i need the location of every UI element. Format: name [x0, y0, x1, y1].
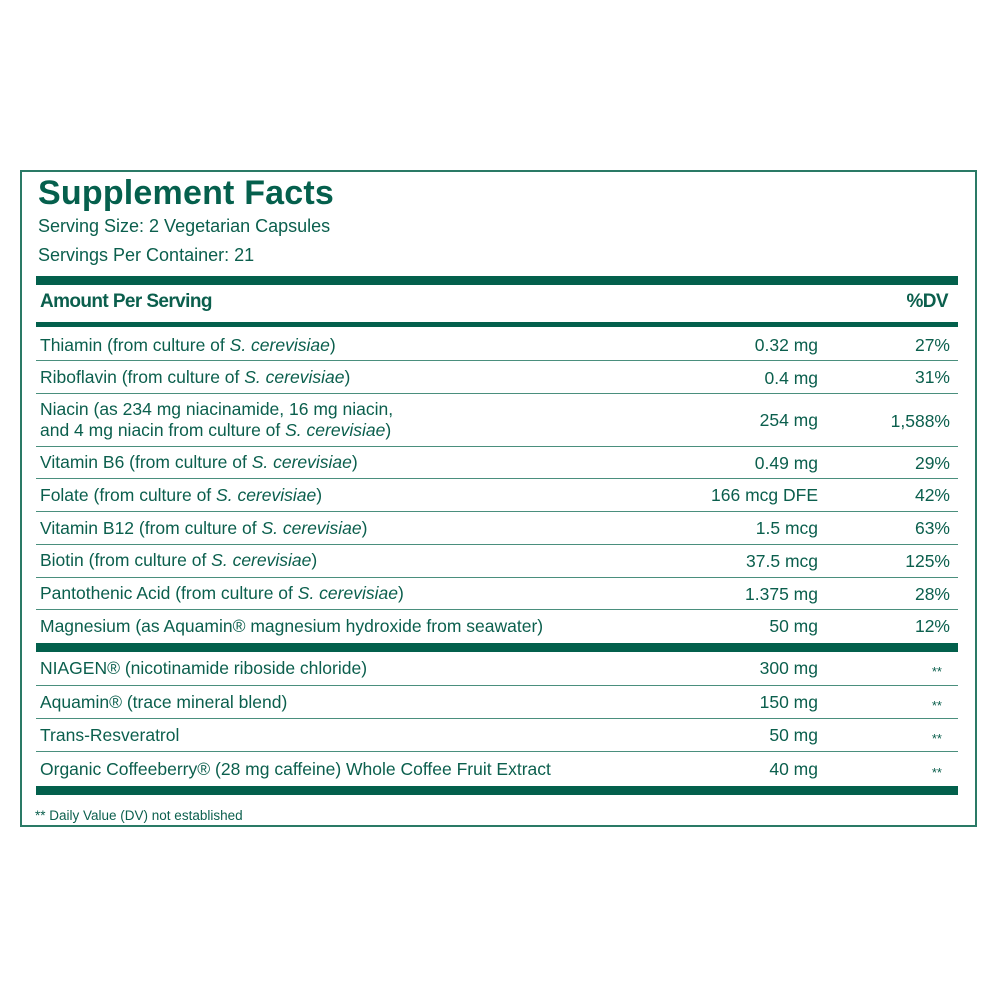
table-row: Thiamin (from culture of S. cerevisiae) …: [36, 328, 958, 361]
header-divider: [36, 322, 958, 327]
nutrient-amount: 50 mg: [769, 616, 818, 636]
table-header: Amount Per Serving %DV: [40, 291, 952, 323]
table-row: Organic Coffeeberry® (28 mg caffeine) Wh…: [36, 752, 958, 786]
nutrient-dv: 29%: [914, 453, 950, 473]
nutrient-name: Pantothenic Acid (from culture of S. cer…: [40, 583, 404, 603]
nutrient-name: Biotin (from culture of S. cerevisiae): [40, 550, 318, 570]
table-row: Aquamin® (trace mineral blend) 150 mg **: [36, 686, 958, 719]
nutrient-amount: 1.5 mcg: [755, 518, 818, 538]
table-row: Magnesium (as Aquamin® magnesium hydroxi…: [36, 610, 958, 643]
nutrient-dv: 1,588%: [890, 411, 950, 431]
thick-divider: [36, 276, 958, 285]
nutrient-amount: 0.49 mg: [754, 453, 818, 473]
nutrient-amount: 166 mcg DFE: [711, 485, 818, 505]
table-row: Niacin (as 234 mg niacinamide, 16 mg nia…: [36, 394, 958, 447]
nutrient-dv: 31%: [914, 367, 950, 387]
ingredient-amount: 300 mg: [759, 658, 818, 678]
table-row: Folate (from culture of S. cerevisiae) 1…: [36, 479, 958, 512]
ingredient-dv: **: [931, 731, 942, 746]
nutrient-dv: 12%: [914, 616, 950, 636]
nutrient-dv: 42%: [914, 485, 950, 505]
nutrient-name: Vitamin B12 (from culture of S. cerevisi…: [40, 518, 368, 538]
ingredient-name: NIAGEN® (nicotinamide riboside chloride): [40, 658, 368, 678]
table-row: Riboflavin (from culture of S. cerevisia…: [36, 361, 958, 394]
ingredient-name: Trans-Resveratrol: [40, 725, 180, 745]
amount-per-serving-label: Amount Per Serving: [40, 291, 212, 312]
nutrient-amount: 0.4 mg: [764, 368, 819, 388]
nutrient-dv: 27%: [914, 335, 950, 355]
nutrient-name: Folate (from culture of S. cerevisiae): [40, 485, 323, 505]
table-row: Biotin (from culture of S. cerevisiae) 3…: [36, 545, 958, 578]
nutrient-name: Vitamin B6 (from culture of S. cerevisia…: [40, 452, 358, 472]
ingredient-amount: 150 mg: [759, 692, 818, 712]
nutrient-name: Riboflavin (from culture of S. cerevisia…: [40, 367, 351, 387]
ingredient-amount: 50 mg: [769, 725, 818, 745]
nutrient-amount: 254 mg: [759, 410, 818, 430]
table-row: Vitamin B12 (from culture of S. cerevisi…: [36, 512, 958, 545]
nutrient-name: Niacin (as 234 mg niacinamide, 16 mg nia…: [40, 399, 394, 440]
panel-title: Supplement Facts: [38, 174, 335, 212]
ingredient-dv: **: [931, 765, 942, 780]
ingredient-name: Organic Coffeeberry® (28 mg caffeine) Wh…: [40, 759, 551, 779]
nutrient-amount: 37.5 mcg: [746, 551, 818, 571]
nutrient-amount: 0.32 mg: [754, 335, 818, 355]
nutrient-name: Thiamin (from culture of S. cerevisiae): [40, 335, 336, 355]
nutrient-dv: 63%: [914, 518, 950, 538]
table-row: Pantothenic Acid (from culture of S. cer…: [36, 578, 958, 610]
dv-header: %DV: [906, 291, 949, 312]
table-row: NIAGEN® (nicotinamide riboside chloride)…: [36, 652, 958, 686]
table-row: Vitamin B6 (from culture of S. cerevisia…: [36, 447, 958, 479]
ingredient-name: Aquamin® (trace mineral blend): [40, 692, 288, 712]
servings-per-container: Servings Per Container: 21: [38, 245, 255, 265]
footnote: ** Daily Value (DV) not established: [35, 808, 243, 823]
nutrient-dv: 28%: [914, 584, 950, 604]
ingredient-dv: **: [931, 698, 942, 713]
nutrient-amount: 1.375 mg: [745, 584, 818, 604]
table-row: Trans-Resveratrol 50 mg **: [36, 719, 958, 752]
ingredient-amount: 40 mg: [769, 759, 818, 779]
thick-divider: [36, 643, 958, 652]
nutrient-dv: 125%: [905, 551, 950, 571]
supplement-facts-panel: Supplement Facts Serving Size: 2 Vegetar…: [20, 170, 977, 827]
thick-divider: [36, 786, 958, 795]
serving-size: Serving Size: 2 Vegetarian Capsules: [38, 216, 331, 236]
ingredient-dv: **: [931, 664, 942, 679]
nutrient-name: Magnesium (as Aquamin® magnesium hydroxi…: [40, 616, 544, 636]
